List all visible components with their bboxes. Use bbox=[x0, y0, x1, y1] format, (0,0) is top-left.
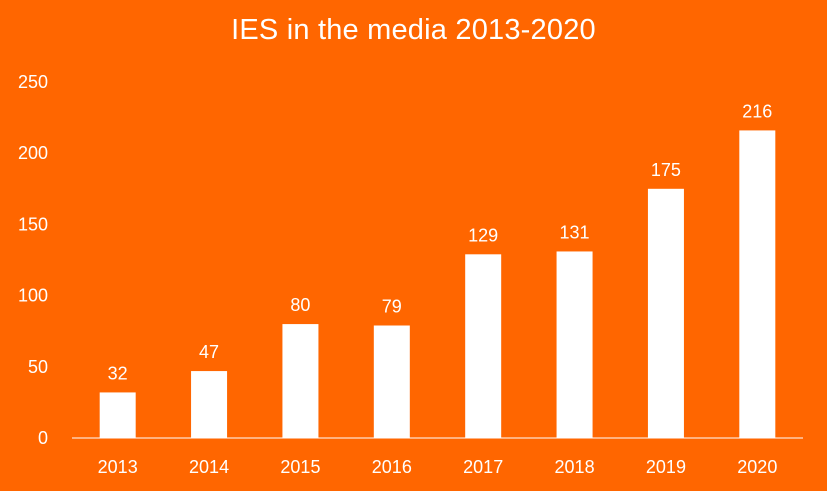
x-tick-label-2013: 2013 bbox=[98, 457, 138, 477]
x-tick-label-2014: 2014 bbox=[189, 457, 229, 477]
y-tick-label: 0 bbox=[38, 428, 48, 448]
y-tick-label: 150 bbox=[18, 214, 48, 234]
data-label-2018: 131 bbox=[560, 222, 590, 242]
x-tick-label-2019: 2019 bbox=[646, 457, 686, 477]
data-label-2019: 175 bbox=[651, 160, 681, 180]
data-label-2017: 129 bbox=[468, 225, 498, 245]
x-tick-label-2018: 2018 bbox=[555, 457, 595, 477]
bar-2016 bbox=[373, 325, 410, 438]
bar-2019 bbox=[647, 188, 684, 438]
y-tick-label: 250 bbox=[18, 72, 48, 92]
bar-2013 bbox=[99, 392, 136, 438]
x-tick-label-2016: 2016 bbox=[372, 457, 412, 477]
x-tick-label-2017: 2017 bbox=[463, 457, 503, 477]
chart-title: IES in the media 2013-2020 bbox=[231, 14, 596, 46]
y-tick-label: 200 bbox=[18, 143, 48, 163]
data-label-2014: 47 bbox=[199, 342, 219, 362]
y-tick-label: 100 bbox=[18, 286, 48, 306]
data-label-2020: 216 bbox=[742, 101, 772, 121]
data-label-2015: 80 bbox=[290, 295, 310, 315]
bar-2014 bbox=[191, 371, 228, 438]
y-tick-label: 50 bbox=[28, 357, 48, 377]
data-label-2016: 79 bbox=[382, 297, 402, 317]
bar-2017 bbox=[465, 254, 502, 438]
bar-2015 bbox=[282, 324, 319, 438]
bar-2020 bbox=[739, 130, 776, 438]
x-tick-label-2020: 2020 bbox=[737, 457, 777, 477]
x-tick-label-2015: 2015 bbox=[280, 457, 320, 477]
bar-2018 bbox=[556, 251, 593, 438]
data-label-2013: 32 bbox=[108, 363, 128, 383]
